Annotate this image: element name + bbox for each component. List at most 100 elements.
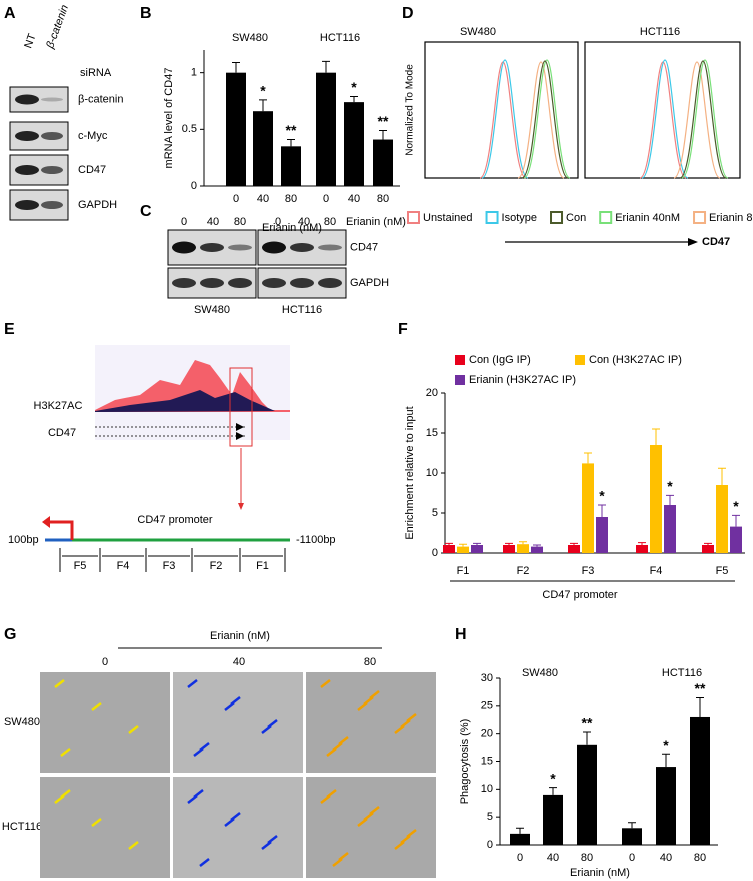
x-tick-label: 40 bbox=[257, 193, 269, 205]
error-bar bbox=[718, 467, 726, 485]
group-label: SW480 bbox=[522, 667, 558, 679]
blot-label: c-Myc bbox=[78, 130, 108, 142]
dose-label: 0 bbox=[181, 216, 187, 228]
band bbox=[15, 165, 39, 175]
band bbox=[228, 244, 252, 251]
y-tick-label: 10 bbox=[481, 783, 493, 795]
group-label: HCT116 bbox=[320, 32, 360, 44]
group-label: SW480 bbox=[232, 32, 268, 44]
arrow bbox=[320, 679, 331, 688]
bar bbox=[582, 463, 594, 553]
x-tick-label: F2 bbox=[517, 565, 530, 577]
cell-label: HCT116 bbox=[2, 821, 42, 833]
flow-curve bbox=[639, 61, 687, 179]
band bbox=[200, 278, 224, 288]
error-bar bbox=[445, 542, 453, 545]
bar bbox=[650, 445, 662, 553]
condition-label: siRNA bbox=[80, 67, 112, 79]
y-tick-label: 0 bbox=[487, 839, 493, 851]
arrow bbox=[406, 829, 417, 838]
band bbox=[15, 131, 39, 141]
x-tick-label: 80 bbox=[377, 193, 389, 205]
x-tick-label: F4 bbox=[650, 565, 663, 577]
bar bbox=[443, 545, 455, 553]
band bbox=[41, 201, 63, 209]
bar bbox=[690, 716, 710, 845]
pointer-head bbox=[238, 503, 244, 510]
bar bbox=[596, 517, 608, 553]
bar bbox=[622, 828, 642, 845]
flow-curve bbox=[481, 59, 529, 179]
error-bar bbox=[379, 129, 387, 140]
arrow bbox=[230, 812, 241, 821]
band bbox=[262, 278, 286, 288]
error-bar bbox=[662, 753, 670, 768]
error-bar bbox=[638, 542, 646, 545]
y-tick-label: 5 bbox=[432, 507, 438, 519]
flow-frame bbox=[584, 41, 741, 179]
band bbox=[172, 278, 196, 288]
fragment-label: F3 bbox=[163, 560, 176, 572]
bar bbox=[568, 545, 580, 553]
legend-label: Erianin (H3K27AC IP) bbox=[469, 374, 576, 386]
band bbox=[318, 278, 342, 288]
x-tick-label: 40 bbox=[547, 852, 559, 864]
band bbox=[15, 200, 39, 210]
lane-label: NT bbox=[22, 32, 38, 50]
error-bar bbox=[473, 542, 481, 545]
bar bbox=[577, 744, 597, 845]
y-tick-label: 0.5 bbox=[182, 123, 197, 135]
y-tick-label: 5 bbox=[487, 811, 493, 823]
legend-swatch bbox=[455, 375, 465, 385]
blot-label: CD47 bbox=[350, 241, 378, 253]
flow-curve bbox=[673, 61, 721, 179]
error-bar bbox=[516, 827, 524, 834]
panel-letter: D bbox=[402, 5, 414, 22]
micrograph bbox=[40, 777, 170, 878]
panel-letter: C bbox=[140, 203, 152, 220]
error-bar bbox=[549, 787, 557, 795]
arrow bbox=[230, 696, 241, 705]
error-bar bbox=[584, 452, 592, 464]
bar bbox=[471, 545, 483, 553]
band bbox=[228, 278, 252, 288]
lane-label: β-catenin bbox=[44, 3, 71, 51]
micrograph bbox=[306, 777, 436, 878]
error-bar bbox=[322, 60, 330, 73]
axis-title: Erianin (nM) bbox=[262, 222, 322, 234]
arrow-head bbox=[688, 238, 698, 246]
significance: * bbox=[550, 770, 556, 786]
tss-arrow bbox=[48, 520, 74, 540]
axis-title: Phagocytosis (%) bbox=[459, 719, 471, 805]
significance: * bbox=[599, 488, 605, 504]
arrow bbox=[199, 742, 210, 751]
x-tick-label: 40 bbox=[660, 852, 672, 864]
error-bar bbox=[704, 542, 712, 545]
band bbox=[290, 243, 314, 252]
dose-title: Erianin (nM) bbox=[346, 216, 406, 228]
arrow bbox=[91, 702, 102, 711]
y-tick-label: 15 bbox=[481, 755, 493, 767]
blot-label: CD47 bbox=[78, 164, 106, 176]
axis-title: CD47 promoter bbox=[542, 589, 618, 601]
fragment-label: F4 bbox=[117, 560, 130, 572]
legend-swatch bbox=[455, 355, 465, 365]
arrow bbox=[54, 679, 65, 688]
fragment-label: F5 bbox=[74, 560, 87, 572]
x-tick-label: F3 bbox=[582, 565, 595, 577]
band bbox=[318, 244, 342, 251]
error-bar bbox=[570, 542, 578, 545]
arrow bbox=[338, 852, 349, 861]
panel-letter: F bbox=[398, 321, 408, 338]
error-bar bbox=[505, 542, 513, 545]
bar bbox=[503, 545, 515, 553]
track bbox=[42, 345, 290, 542]
bar bbox=[636, 545, 648, 553]
bp-label: -1100bp bbox=[296, 534, 336, 546]
significance: * bbox=[260, 83, 266, 99]
axis-title: CD47 bbox=[702, 236, 730, 248]
legend-label: Erianin 40nM bbox=[615, 212, 680, 224]
x-tick-label: 80 bbox=[285, 193, 297, 205]
band bbox=[200, 243, 224, 252]
